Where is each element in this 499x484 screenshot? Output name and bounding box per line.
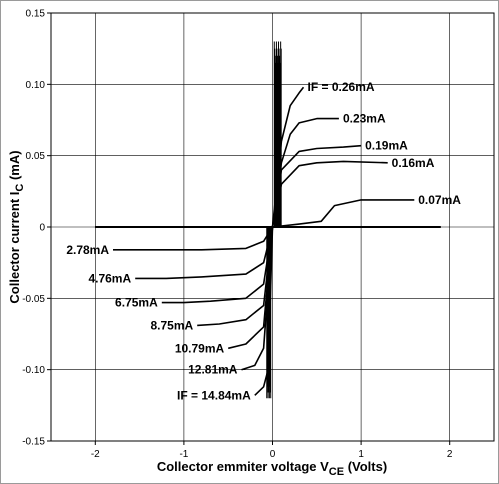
y-tick-label: 0.15 (26, 9, 46, 20)
x-axis-title: Collector emmiter voltage VCE (Volts) (157, 459, 387, 478)
curve-line (161, 226, 274, 304)
curve-label: 10.79mA (175, 341, 225, 355)
curve-label: 0.16mA (392, 156, 435, 170)
curve-line (135, 226, 274, 280)
y-axis-title: Collector current IC (mA) (7, 150, 26, 303)
y-tick-label: 0.05 (26, 151, 46, 162)
curve-label: 4.76mA (88, 271, 131, 285)
curve-label: 6.75mA (115, 296, 158, 310)
x-tick-labels: -2 -1 0 1 2 (91, 449, 453, 460)
x-tick-label: 2 (447, 449, 453, 460)
x-tick-label: -1 (179, 449, 188, 460)
curve-labels: IF = 0.26mA 0.23mA 0.19mA 0.16mA 0.07mA 2.78m… (66, 80, 461, 402)
grid-lines (47, 12, 494, 445)
x-tick-label: 1 (358, 449, 364, 460)
curve-label: 0.19mA (365, 139, 408, 153)
curve-line (113, 226, 274, 251)
y-tick-label: 0.10 (26, 80, 46, 91)
steep-region-band (266, 41, 282, 399)
curve-label: 0.07mA (418, 193, 461, 207)
y-tick-label: -0.05 (22, 294, 45, 305)
y-tick-labels: 0.15 0.10 0.05 0 -0.05 -0.10 -0.15 (22, 9, 45, 448)
x-tick-label: -2 (91, 449, 100, 460)
curve-label: 8.75mA (150, 318, 193, 332)
curve-label: 0.23mA (343, 112, 386, 126)
curve-label: IF = 14.84mA (177, 388, 251, 402)
y-tick-label: 0 (39, 223, 45, 234)
curve-line (272, 199, 415, 228)
characteristic-curves (113, 41, 415, 399)
curve-label: IF = 0.26mA (308, 80, 375, 94)
curve-label: 2.78mA (66, 243, 109, 257)
curve-label: 12.81mA (188, 363, 238, 377)
y-tick-label: -0.15 (22, 437, 45, 448)
x-tick-label: 0 (270, 449, 276, 460)
y-tick-label: -0.10 (22, 365, 45, 376)
